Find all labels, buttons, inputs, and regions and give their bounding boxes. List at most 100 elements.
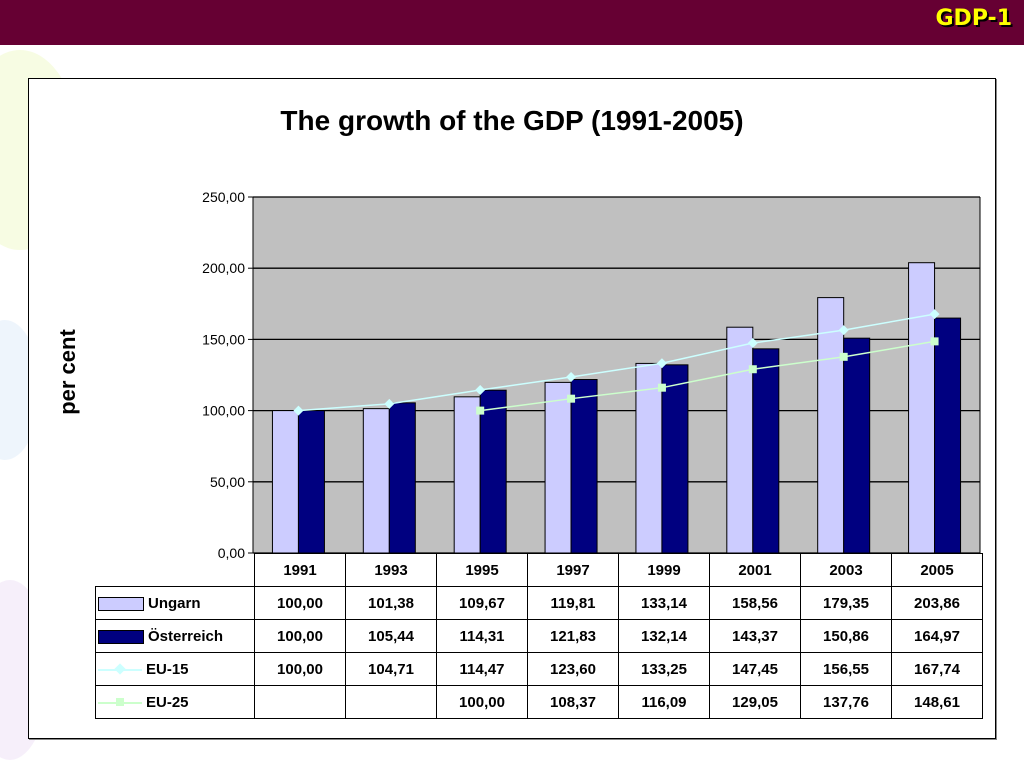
- data-label: 156,55: [800, 652, 892, 686]
- table-row: Österreich 100,00 105,44 114,31 121,83 132,14…: [95, 619, 983, 653]
- data-label: [345, 685, 437, 719]
- y-tick-label: 150,00: [202, 331, 245, 347]
- table-row: Ungarn 100,00 101,38 109,67 119,81 133,14 158,…: [95, 586, 983, 620]
- table-header-row: 1991 1993 1995 1997 1999 2001 2003 2005: [95, 553, 983, 587]
- marker-eu-25: [839, 352, 848, 361]
- bar-ungarn: [635, 362, 663, 554]
- data-label: 116,09: [618, 685, 710, 719]
- line-eu-15: [298, 313, 935, 412]
- x-tick-label: 2003: [800, 553, 892, 587]
- data-label: 129,05: [709, 685, 801, 719]
- data-label: 100,00: [436, 685, 528, 719]
- data-label: 133,25: [618, 652, 710, 686]
- data-table: 1991 1993 1995 1997 1999 2001 2003 2005 Ungarn 10…: [95, 553, 983, 719]
- data-label: 132,14: [618, 619, 710, 653]
- y-tick-label: 100,00: [202, 403, 245, 419]
- table-corner: [95, 553, 255, 587]
- marker-eu-15: [566, 371, 577, 382]
- data-label: 114,47: [436, 652, 528, 686]
- data-label: 143,37: [709, 619, 801, 653]
- data-label: 150,86: [800, 619, 892, 653]
- bar-oesterreich: [570, 379, 598, 554]
- bar-oesterreich: [661, 364, 689, 554]
- marker-eu-25: [567, 394, 576, 403]
- data-label: 114,31: [436, 619, 528, 653]
- data-label: 121,83: [527, 619, 619, 653]
- legend-bar-swatch: [98, 596, 144, 611]
- marker-eu-25: [930, 337, 939, 346]
- x-tick-label: 2005: [891, 553, 983, 587]
- legend-label: EU-25: [146, 693, 189, 711]
- bar-ungarn: [362, 408, 390, 554]
- data-label: 101,38: [345, 586, 437, 620]
- marker-eu-15: [656, 358, 667, 369]
- table-row: EU-25 100,00 108,37 116,09 129,05 137,76 148,6…: [95, 685, 983, 719]
- bar-oesterreich: [479, 389, 507, 554]
- data-label: 123,60: [527, 652, 619, 686]
- header-bar: GDP-1: [0, 0, 1024, 45]
- legend-label: Ungarn: [148, 594, 201, 612]
- legend-line-swatch: [98, 662, 142, 675]
- data-label: 164,97: [891, 619, 983, 653]
- data-label: [254, 685, 346, 719]
- line-eu-25: [480, 340, 935, 412]
- plot-area: [253, 197, 980, 553]
- y-tick-label: 250,00: [202, 189, 245, 205]
- data-label: 148,61: [891, 685, 983, 719]
- slide-id: GDP-1: [935, 6, 1013, 31]
- bar-oesterreich: [297, 410, 325, 554]
- x-tick-label: 1993: [345, 553, 437, 587]
- legend-label: Österreich: [148, 627, 224, 645]
- data-label: 100,00: [254, 619, 346, 653]
- bar-ungarn: [908, 262, 936, 554]
- x-tick-label: 1997: [527, 553, 619, 587]
- legend-entry: EU-25: [95, 685, 255, 719]
- bar-ungarn: [453, 396, 481, 554]
- marker-eu-15: [475, 384, 486, 395]
- diamond-marker-icon: [114, 662, 126, 675]
- data-label: 100,00: [254, 652, 346, 686]
- legend-label: EU-15: [146, 660, 189, 678]
- bar-oesterreich: [752, 348, 780, 554]
- legend-entry: EU-15: [95, 652, 255, 686]
- data-label: 104,71: [345, 652, 437, 686]
- y-tick-label: 200,00: [202, 260, 245, 276]
- chart-title: The growth of the GDP (1991-2005): [280, 105, 744, 136]
- bar-ungarn: [726, 326, 754, 554]
- data-label: 109,67: [436, 586, 528, 620]
- marker-eu-15: [384, 398, 395, 409]
- bar-oesterreich: [843, 337, 871, 554]
- bar-ungarn: [544, 381, 572, 554]
- x-tick-label: 1991: [254, 553, 346, 587]
- marker-eu-25: [657, 383, 666, 392]
- data-label: 137,76: [800, 685, 892, 719]
- data-label: 203,86: [891, 586, 983, 620]
- x-tick-label: 1999: [618, 553, 710, 587]
- table-row: EU-15 100,00 104,71 114,47 123,60 133,25 147,4…: [95, 652, 983, 686]
- bar-oesterreich: [934, 317, 962, 554]
- x-tick-label: 1995: [436, 553, 528, 587]
- legend-line-swatch: [98, 697, 142, 706]
- data-label: 133,14: [618, 586, 710, 620]
- marker-eu-15: [929, 309, 940, 320]
- marker-eu-15: [293, 405, 304, 416]
- bar-ungarn: [817, 297, 845, 554]
- marker-eu-15: [747, 338, 758, 349]
- bar-ungarn: [271, 410, 299, 554]
- bar-oesterreich: [388, 402, 416, 554]
- legend-entry: Ungarn: [95, 586, 255, 620]
- data-label: 108,37: [527, 685, 619, 719]
- data-label: 158,56: [709, 586, 801, 620]
- data-label: 147,45: [709, 652, 801, 686]
- data-label: 119,81: [527, 586, 619, 620]
- square-marker-icon: [116, 697, 124, 706]
- x-tick-label: 2001: [709, 553, 801, 587]
- legend-entry: Österreich: [95, 619, 255, 653]
- data-label: 105,44: [345, 619, 437, 653]
- data-label: 167,74: [891, 652, 983, 686]
- marker-eu-25: [476, 406, 485, 415]
- legend-bar-swatch: [98, 629, 144, 644]
- y-tick-label: 50,00: [210, 474, 245, 490]
- marker-eu-15: [838, 325, 849, 336]
